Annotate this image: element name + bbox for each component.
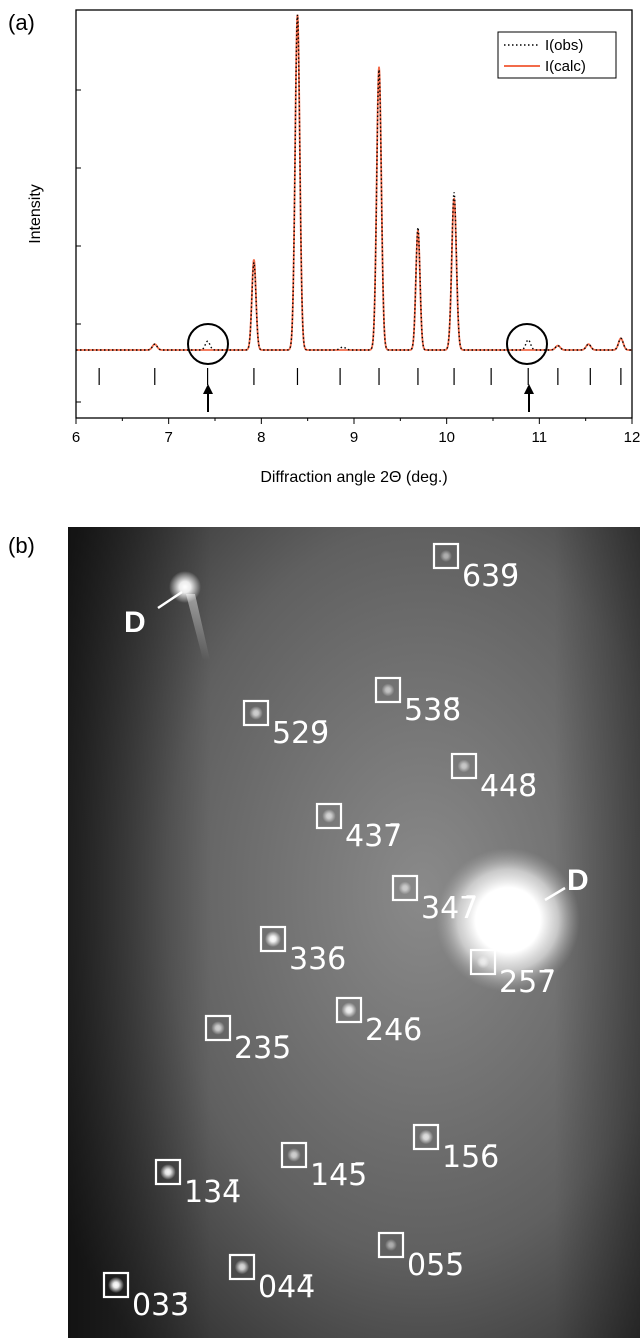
x-axis-label: Diffraction angle 2Θ (deg.) [260, 469, 447, 486]
diffraction-image: D D 639̄ 538̄ 529̄ 448̄ 437̄ 347̄ 336̄ 257̄ 246̄… [68, 527, 640, 1338]
x-tick-label: 10 [438, 429, 455, 446]
reflection-label: 145̄ [310, 1158, 367, 1193]
x-tick-label: 9 [350, 429, 358, 446]
panel-b-label: (b) [8, 533, 35, 558]
reflection-label: 156̄ [442, 1140, 499, 1175]
x-tick-label: 6 [72, 429, 80, 446]
reflection-label: 336̄ [289, 942, 346, 977]
reflection-label: 529̄ [272, 716, 329, 751]
reflection-spot: 538̄ [374, 676, 461, 728]
reflection-spot: 529̄ [242, 699, 329, 751]
reflection-label: 538̄ [404, 693, 461, 728]
reflection-label: 055̄ [407, 1248, 464, 1283]
highlight-circle-right [506, 323, 548, 365]
beam-streak [186, 594, 210, 660]
x-tick-label: 8 [257, 429, 265, 446]
direct-beam-label-left: D [124, 606, 146, 639]
reflection-label: 044̄ [258, 1270, 315, 1305]
reflection-label: 639̄ [462, 559, 519, 594]
reflection-spot: 336̄ [259, 925, 346, 977]
reflection-label: 347̄ [421, 891, 478, 926]
series-line-icalc [76, 14, 632, 351]
reflection-spot: 134̄ [154, 1158, 241, 1210]
x-tick-label: 7 [164, 429, 172, 446]
reflection-label: 033̄ [132, 1288, 189, 1323]
reflection-spot: 246̄ [335, 996, 422, 1048]
reflection-spot: 448̄ [450, 752, 537, 804]
reflection-spot: 235̄ [204, 1014, 291, 1066]
reflection-label: 257̄ [499, 965, 556, 1000]
direct-beam-label-right: D [567, 864, 589, 897]
reflection-spot: 639̄ [432, 542, 519, 594]
reflection-spot: 033̄ [102, 1271, 189, 1323]
reflection-spot: 156̄ [412, 1123, 499, 1175]
x-tick-label: 12 [624, 429, 641, 446]
panel-a-label: (a) [8, 10, 35, 35]
reflection-spot: 347̄ [391, 874, 478, 926]
y-ticks [76, 89, 81, 403]
legend: I(obs) I(calc) [497, 31, 617, 79]
chart-a: 6 7 8 9 10 11 12 Intensity Diffraction angle 2… [27, 9, 641, 486]
reflection-spot: 257̄ [469, 948, 556, 1000]
reflection-spot: 055̄ [377, 1231, 464, 1283]
y-axis-label: Intensity [27, 184, 44, 244]
reflection-label: 235̄ [234, 1031, 291, 1066]
reflection-spot: 044̄ [228, 1253, 315, 1305]
reflection-label: 246̄ [365, 1013, 422, 1048]
reflection-label: 437̄ [345, 819, 402, 854]
highlight-circle-left [187, 323, 229, 365]
x-tick-label: 11 [532, 429, 548, 446]
reflection-label: 448̄ [480, 769, 537, 804]
legend-label-calc: I(calc) [545, 58, 586, 75]
arrow-up-icon [524, 384, 534, 412]
reflection-label: 134̄ [184, 1175, 241, 1210]
reflection-spot: 437̄ [315, 802, 402, 854]
arrow-up-icon [203, 384, 213, 412]
legend-label-obs: I(obs) [545, 37, 583, 54]
reflection-spot: 145̄ [280, 1141, 367, 1193]
